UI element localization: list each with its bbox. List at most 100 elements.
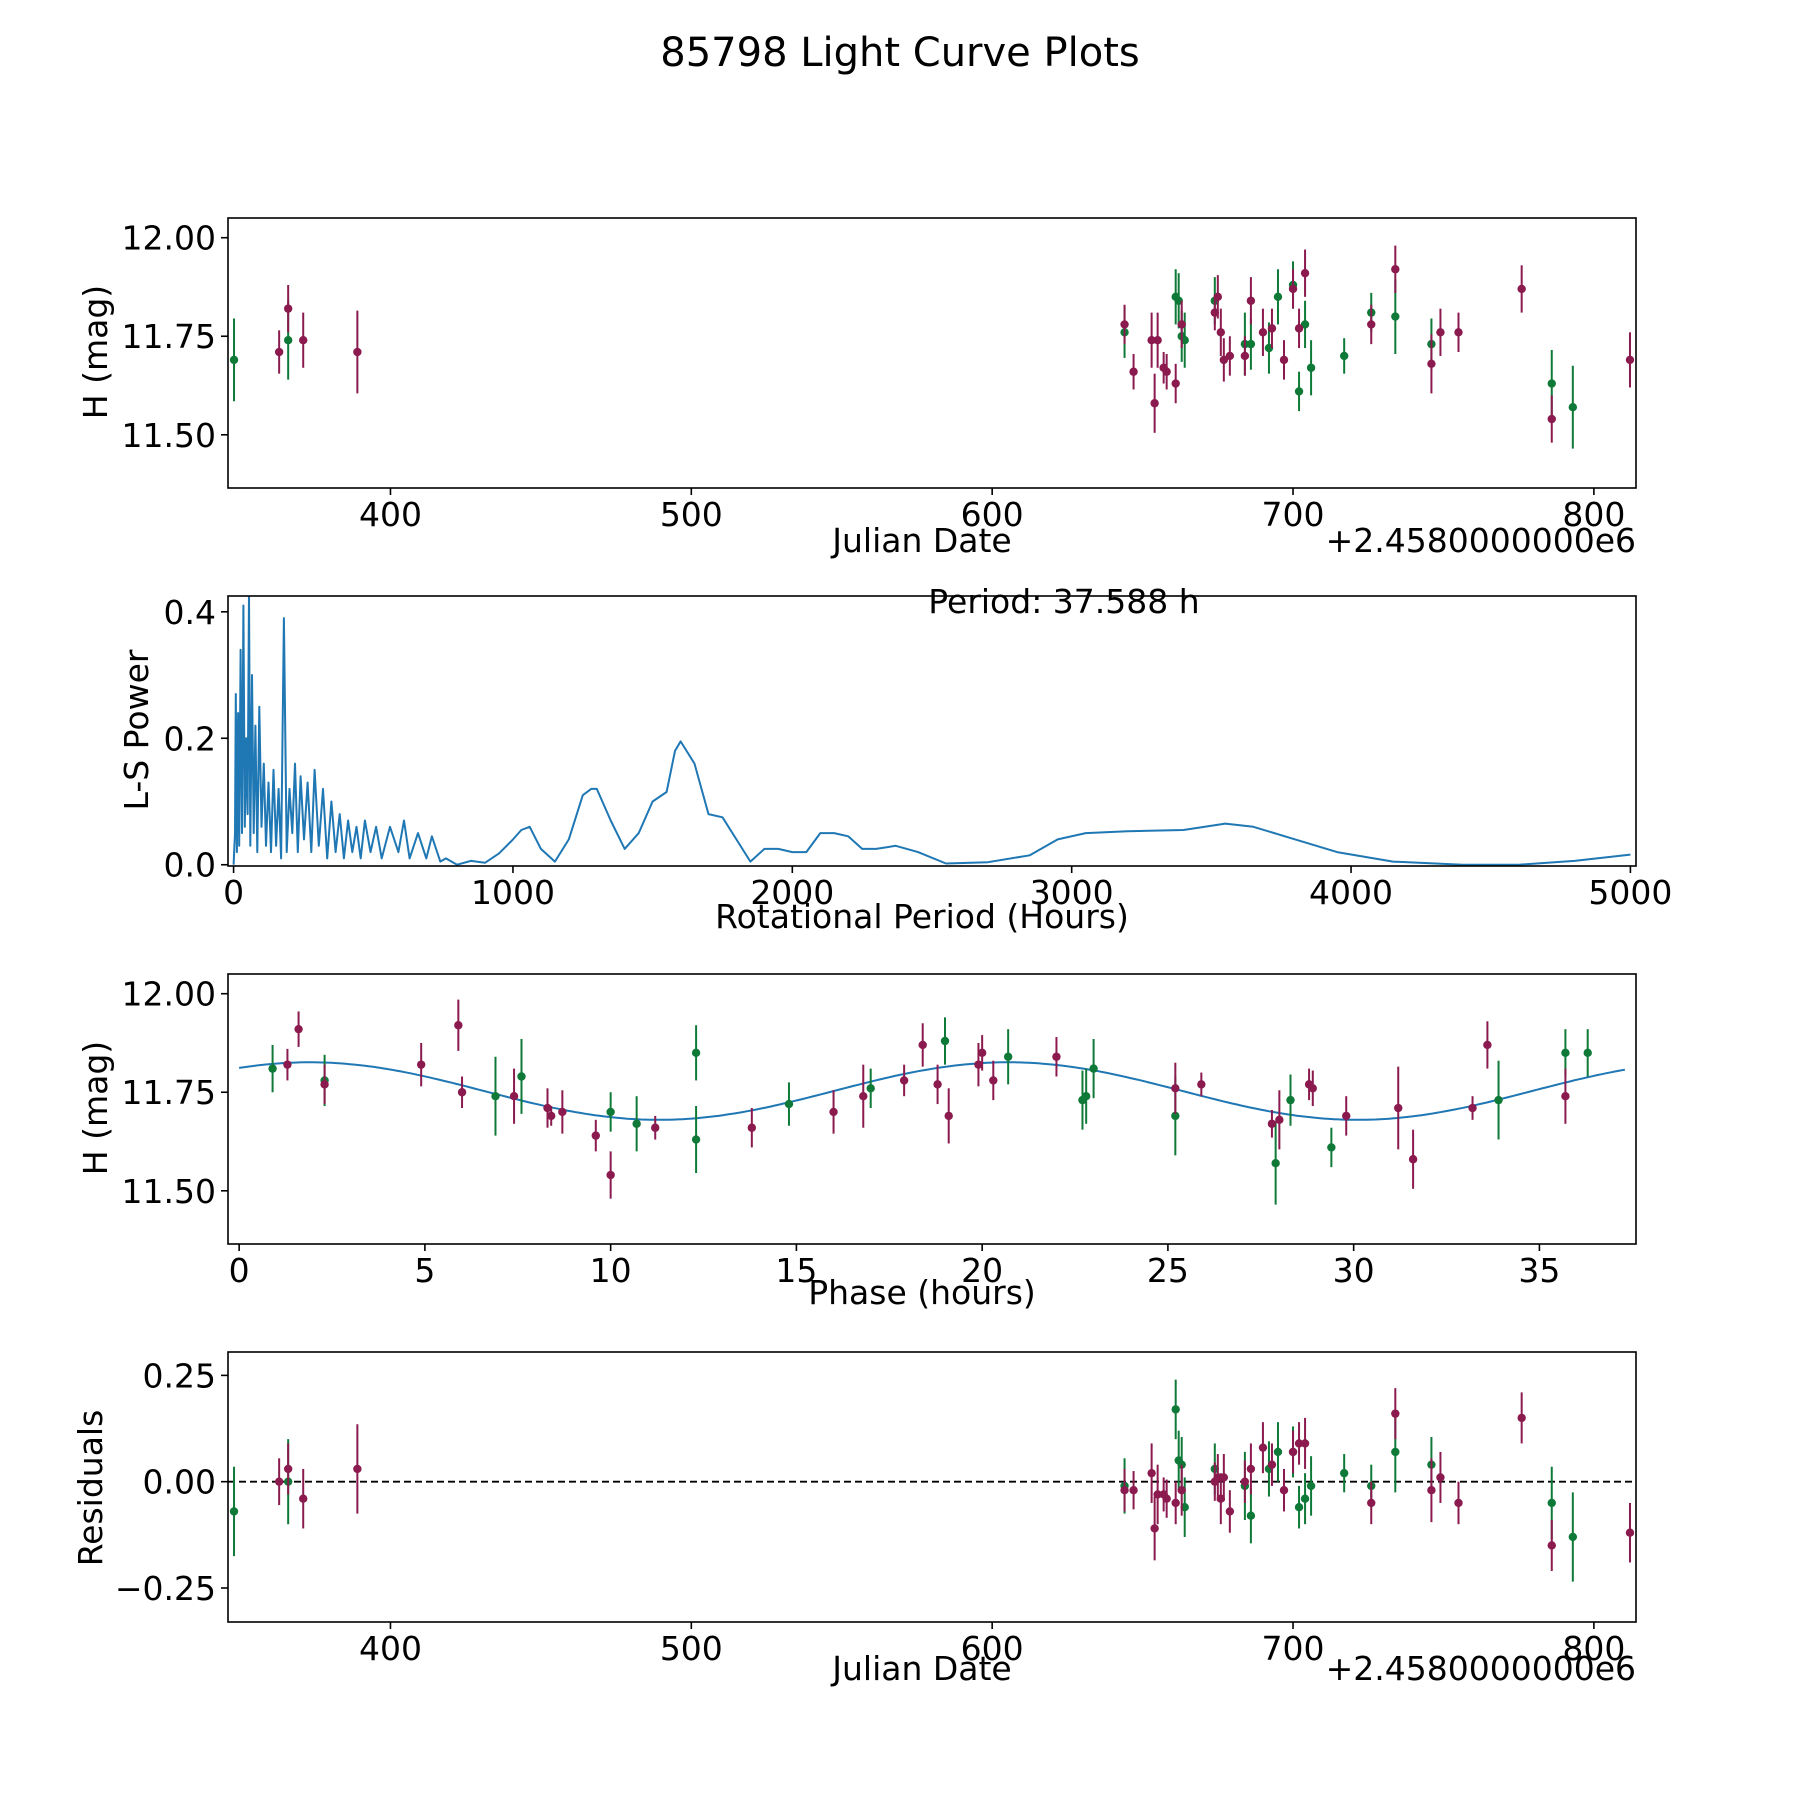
data-point [651, 1123, 660, 1132]
data-point [1408, 1155, 1418, 1164]
residuals-xlabel: Julian Date [830, 1649, 1012, 1688]
data-point [229, 1507, 239, 1516]
data-point [1147, 335, 1156, 345]
data-point [1547, 414, 1556, 424]
data-point [1120, 1485, 1129, 1495]
y-tick-label: −0.25 [115, 1569, 216, 1608]
data-point [1171, 1111, 1180, 1121]
data-point [1171, 1498, 1180, 1508]
data-point [320, 1080, 329, 1089]
data-point [1271, 1158, 1280, 1168]
data-point [1483, 1040, 1492, 1050]
data-point [784, 1099, 794, 1109]
residuals-panel: 400 500 600 700 800 −0.25 0.00 0.25 Julian Date… [71, 1351, 1637, 1688]
data-point [353, 1464, 362, 1474]
data-point [1294, 324, 1304, 333]
x-tick-label: 15 [775, 1251, 817, 1290]
data-point [1279, 355, 1289, 365]
data-point [1081, 1091, 1091, 1101]
data-point [1246, 1464, 1256, 1474]
data-point [1286, 1095, 1295, 1105]
data-point [1219, 1473, 1229, 1482]
data-point [1267, 1460, 1277, 1469]
data-point [1561, 1048, 1570, 1058]
data-point [859, 1091, 868, 1101]
y-tick-label: 0.4 [164, 593, 216, 632]
data-point [1258, 328, 1268, 337]
x-tick-label: 600 [961, 1629, 1024, 1668]
data-point [1003, 1052, 1013, 1061]
data-point [944, 1111, 953, 1121]
data-point [977, 1048, 987, 1058]
phase-marks [238, 999, 1626, 1205]
data-point [899, 1076, 909, 1085]
data-point [989, 1076, 998, 1085]
data-point [974, 1060, 983, 1069]
data-point [1327, 1143, 1336, 1152]
data-point [1246, 1511, 1256, 1520]
data-point [1436, 328, 1445, 337]
data-point [918, 1040, 927, 1050]
data-point [1225, 351, 1235, 361]
data-point [591, 1131, 600, 1140]
data-point [1147, 1468, 1156, 1478]
x-tick-label: 10 [590, 1251, 632, 1290]
periodogram-marks [232, 596, 1631, 866]
data-point [1561, 1091, 1570, 1101]
data-point [933, 1080, 942, 1089]
y-tick-label: 11.50 [122, 1172, 216, 1211]
data-point [1089, 1064, 1098, 1073]
data-point [1213, 292, 1223, 302]
data-point [866, 1084, 875, 1093]
x-tick-label: 35 [1518, 1251, 1560, 1290]
data-point [274, 1477, 284, 1486]
data-point [491, 1091, 500, 1101]
data-point [606, 1107, 615, 1117]
x-tick-label: 4000 [1309, 873, 1393, 912]
data-point [940, 1036, 950, 1046]
data-point [1162, 1494, 1171, 1503]
data-point [1300, 320, 1310, 329]
data-point [283, 335, 293, 345]
lightcurve-x-offset: +2.4580000000e6 [1326, 521, 1636, 560]
x-tick-label: 25 [1147, 1251, 1189, 1290]
data-point [1171, 379, 1180, 388]
data-point [416, 1060, 426, 1069]
data-point [1267, 1119, 1277, 1128]
residuals-x-offset: +2.4580000000e6 [1326, 1649, 1636, 1688]
data-point [1427, 1485, 1436, 1495]
residuals-frame [227, 1351, 1637, 1623]
data-point [1171, 1405, 1180, 1414]
y-tick-label: 12.00 [122, 219, 216, 258]
data-point [1288, 1447, 1298, 1457]
x-tick-label: 0 [223, 873, 244, 912]
data-point [283, 1060, 292, 1069]
x-tick-label: 30 [1333, 1251, 1375, 1290]
data-point [1219, 355, 1229, 365]
data-point [691, 1135, 701, 1144]
data-point [1391, 265, 1400, 274]
data-point [1273, 292, 1283, 302]
lightcurve-plot-area: 400 500 600 700 800 11.50 11.75 12.00 [122, 217, 1637, 534]
data-point [1150, 1524, 1159, 1533]
data-point [1129, 367, 1138, 376]
lightcurve-frame [227, 217, 1637, 489]
data-point [1308, 1084, 1317, 1093]
data-point [1288, 284, 1298, 294]
data-point [1240, 351, 1250, 361]
phase-xlabel: Phase (hours) [808, 1273, 1036, 1312]
phase-plot-area: 0 5 10 15 20 25 30 35 11.50 11.75 12.00 [122, 973, 1637, 1290]
data-point [1339, 351, 1349, 361]
data-point [606, 1170, 615, 1180]
x-tick-label: 400 [359, 495, 422, 534]
data-point [1306, 1481, 1316, 1491]
data-point [1391, 312, 1400, 321]
data-point [517, 1072, 526, 1081]
data-point [1240, 1477, 1250, 1486]
data-point [1568, 402, 1578, 412]
data-point [1517, 284, 1526, 294]
data-point [1197, 1080, 1206, 1089]
x-tick-label: 3000 [1030, 873, 1114, 912]
figure-title: 85798 Light Curve Plots [660, 30, 1139, 76]
